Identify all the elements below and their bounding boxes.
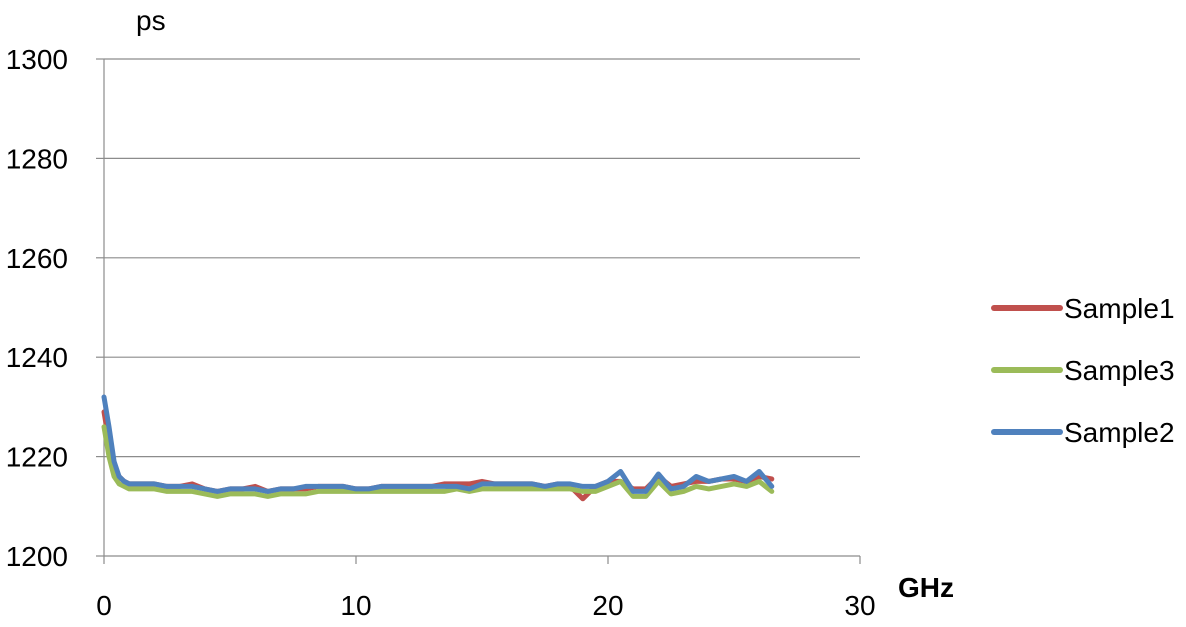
y-tick-label-1240: 1240 xyxy=(6,342,68,373)
y-axis-unit-label: ps xyxy=(136,5,166,36)
y-tick-label-1200: 1200 xyxy=(6,541,68,572)
legend-label-sample1: Sample1 xyxy=(1064,293,1175,324)
axes xyxy=(96,58,861,564)
y-tick-label-1220: 1220 xyxy=(6,442,68,473)
legend-item-sample2: Sample2 xyxy=(991,417,1175,448)
legend-label-sample3: Sample3 xyxy=(1064,355,1175,386)
tick-labels: 1200 1220 1240 1260 1280 1300 0 10 20 30 xyxy=(6,44,876,621)
legend-item-sample3: Sample3 xyxy=(991,355,1175,386)
legend-item-sample1: Sample1 xyxy=(991,293,1175,324)
y-tick-label-1260: 1260 xyxy=(6,243,68,274)
series-line-sample2 xyxy=(101,394,775,494)
x-tick-label-30: 30 xyxy=(844,590,875,621)
legend-label-sample2: Sample2 xyxy=(1064,417,1175,448)
x-tick-label-10: 10 xyxy=(340,590,371,621)
y-tick-label-1300: 1300 xyxy=(6,44,68,75)
x-tick-label-20: 20 xyxy=(592,590,623,621)
series-line-sample3 xyxy=(101,424,775,499)
gridlines xyxy=(104,58,860,458)
x-axis-unit-label: GHz xyxy=(898,572,954,603)
legend: Sample1 Sample3 Sample2 xyxy=(991,293,1175,448)
x-tick-label-0: 0 xyxy=(96,590,112,621)
y-tick-label-1280: 1280 xyxy=(6,143,68,174)
series-lines xyxy=(101,394,775,502)
